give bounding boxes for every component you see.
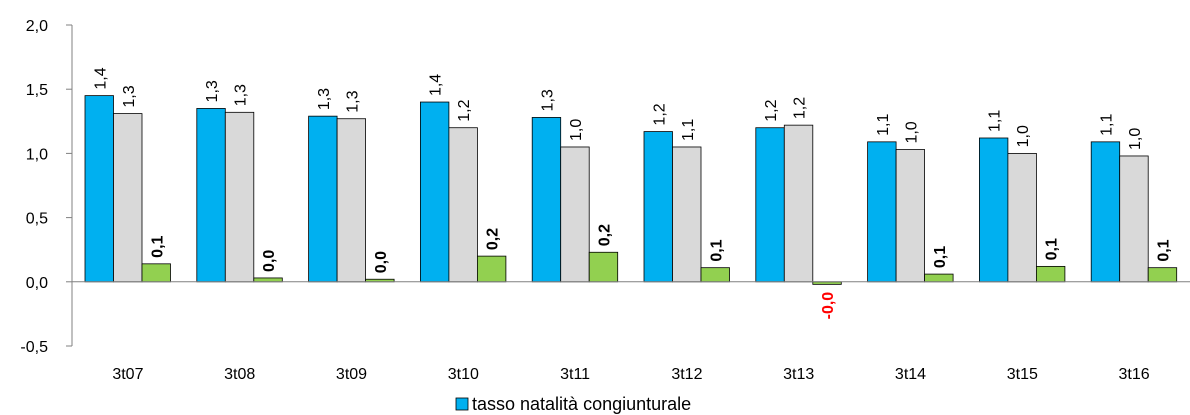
x-tick-label: 3t15	[1007, 366, 1038, 383]
bar	[783, 124, 814, 283]
bar	[1090, 141, 1121, 283]
y-tick-label: 0,5	[26, 211, 48, 228]
data-label: 1,1	[875, 114, 892, 136]
bar	[253, 277, 283, 283]
bar	[419, 101, 450, 283]
data-label: 1,2	[651, 103, 668, 125]
bar	[196, 108, 226, 283]
data-label: 1,4	[428, 74, 445, 96]
bar	[643, 131, 673, 283]
data-label: 0,0	[373, 251, 390, 273]
x-tick-label: 3t11	[560, 366, 590, 383]
bars	[84, 95, 1178, 285]
bar	[672, 146, 702, 283]
bar	[224, 111, 255, 283]
data-label: 0,1	[1155, 239, 1172, 261]
data-label: 1,3	[233, 84, 250, 106]
data-label: 1,1	[987, 110, 1004, 132]
data-label: 1,3	[344, 90, 361, 112]
x-tick-label: 3t08	[224, 366, 255, 383]
data-label: 1,2	[763, 99, 780, 121]
legend-label: tasso natalità congiunturale	[472, 394, 691, 414]
bar	[755, 127, 785, 283]
bar	[1119, 155, 1149, 283]
data-label: 1,1	[1098, 114, 1115, 136]
data-label: 0,0	[261, 250, 278, 272]
x-tick-label: 3t16	[1119, 366, 1150, 383]
x-tick-label: 3t09	[336, 366, 367, 383]
data-label: 0,2	[596, 224, 613, 246]
bar	[867, 141, 897, 283]
data-label: 1,3	[316, 88, 333, 110]
bar	[560, 146, 590, 283]
data-label: 1,1	[680, 119, 697, 141]
bar	[84, 95, 114, 283]
x-tick-label: 3t13	[783, 366, 814, 383]
y-tick-label: -0,5	[20, 339, 48, 356]
data-label: 1,3	[204, 80, 221, 102]
data-label: 0,1	[149, 235, 166, 257]
x-axis: 3t07 3t08 3t09 3t10 3t11 3t12 3t13 3t14 3t15 3t16	[72, 281, 1190, 383]
x-tick-label: 3t07	[112, 366, 143, 383]
data-label: 1,2	[792, 97, 809, 119]
bar	[979, 137, 1009, 283]
y-tick-label: 2,0	[26, 18, 48, 35]
data-label: 1,3	[121, 85, 138, 107]
x-tick-label: 3t10	[448, 366, 479, 383]
y-tick-label: 1,0	[26, 146, 48, 163]
bar	[141, 263, 171, 283]
data-label: -0,0	[820, 292, 837, 320]
bar	[1036, 265, 1066, 283]
data-label: 1,4	[92, 67, 109, 89]
bar	[531, 117, 562, 283]
bar	[1147, 267, 1178, 283]
legend-swatch	[455, 397, 469, 411]
bar	[924, 273, 954, 283]
data-labels: 1,4 1,3 0,1 1,3 1,3 0,0 1,3 1,3 0,0 1,4 1,2 0,2 1,3 1…	[92, 67, 1172, 319]
y-axis: -0,5 0,0 0,5 1,0 1,5 2,0	[20, 18, 73, 356]
bar	[113, 113, 143, 283]
x-tick-label: 3t12	[671, 366, 702, 383]
y-tick-label: 1,5	[26, 82, 48, 99]
data-label: 1,0	[903, 121, 920, 143]
data-label: 0,1	[708, 239, 725, 261]
bar	[448, 127, 478, 283]
data-label: 1,0	[568, 119, 585, 141]
data-label: 0,2	[485, 228, 502, 250]
bar	[308, 115, 338, 283]
bar	[895, 149, 925, 283]
y-tick-label: 0,0	[26, 275, 48, 292]
x-tick-label: 3t14	[895, 366, 926, 383]
bar	[476, 255, 507, 283]
data-label: 1,2	[456, 99, 473, 121]
bar	[1007, 152, 1037, 283]
legend: tasso natalità congiunturale	[455, 394, 691, 414]
data-label: 1,0	[1127, 128, 1144, 150]
data-label: 0,1	[932, 246, 949, 268]
bar	[588, 251, 619, 283]
data-label: 1,3	[539, 89, 556, 111]
data-label: 1,0	[1015, 125, 1032, 147]
bar	[700, 267, 730, 283]
bar	[336, 118, 367, 283]
data-label: 0,1	[1044, 238, 1061, 260]
